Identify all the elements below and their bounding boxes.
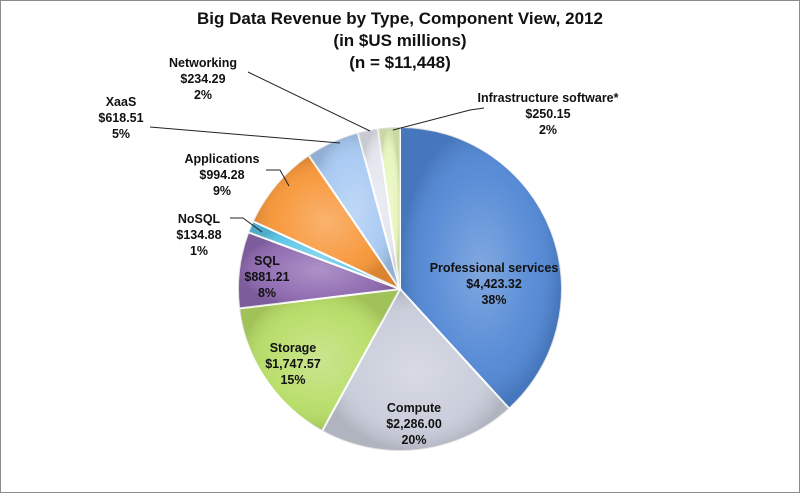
slice-value: $618.51 [98,111,143,125]
slice-label-infrastructure-software: Infrastructure software* $250.15 2% [477,91,618,137]
slice-value: $134.88 [176,228,221,242]
pie-slice-shading-compute [322,289,510,452]
slice-percent: 2% [194,88,212,102]
slice-name: XaaS [106,95,137,109]
slice-percent: 5% [112,127,130,141]
slice-value: $4,423.32 [466,277,522,291]
chart-title: Big Data Revenue by Type, Component View… [0,8,800,74]
slice-name: Compute [387,401,441,415]
slice-label-compute: Compute $2,286.00 20% [386,401,442,447]
slice-value: $994.28 [199,168,244,182]
slice-value: $2,286.00 [386,417,442,431]
pie-slice-shading-infrastructure-software [378,126,400,289]
leader-line-infrastructure-software [392,107,485,131]
slice-label-xaas: XaaS $618.51 5% [98,95,143,141]
slice-percent: 8% [258,286,276,300]
slice-label-applications: Applications $994.28 9% [184,152,259,198]
slice-percent: 9% [213,184,231,198]
pie-slice-shading-sql [237,232,400,309]
slice-name: NoSQL [178,212,221,226]
pie-slice-shading-xaas [308,132,400,289]
slice-name: Infrastructure software* [477,91,618,105]
leader-line-applications [266,169,290,187]
slice-label-sql: SQL $881.21 8% [244,254,289,300]
slice-name: Applications [184,152,259,166]
leader-line-nosql [230,217,263,233]
slice-name: SQL [254,254,280,268]
slice-value: $1,747.57 [265,357,321,371]
slice-percent: 38% [481,293,506,307]
slice-label-nosql: NoSQL $134.88 1% [176,212,221,258]
slice-name: Professional services [430,261,559,275]
slice-percent: 20% [401,433,426,447]
slice-percent: 1% [190,244,208,258]
leader-line-networking [247,71,371,132]
slice-percent: 15% [280,373,305,387]
slice-value: $234.29 [180,72,225,86]
slice-value: $250.15 [525,107,570,121]
chart-title-line-1: Big Data Revenue by Type, Component View… [197,9,603,28]
slice-value: $881.21 [244,270,289,284]
slice-name: Networking [169,56,237,70]
pie-slice-shading-networking [357,128,400,289]
leader-line-xaas [149,126,341,144]
slice-percent: 2% [539,123,557,137]
slice-name: Storage [270,341,317,355]
pie-slice-shading-professional-services [400,127,562,409]
slice-label-storage: Storage $1,747.57 15% [265,341,321,387]
slice-label-networking: Networking $234.29 2% [169,56,237,102]
pie-slice-shading-storage [239,289,400,432]
pie-slice-shading-applications [252,155,400,289]
chart-title-line-3: (n = $11,448) [349,53,451,72]
chart-title-line-2: (in $US millions) [333,31,467,50]
slice-label-professional-services: Professional services $4,423.32 38% [430,261,559,307]
